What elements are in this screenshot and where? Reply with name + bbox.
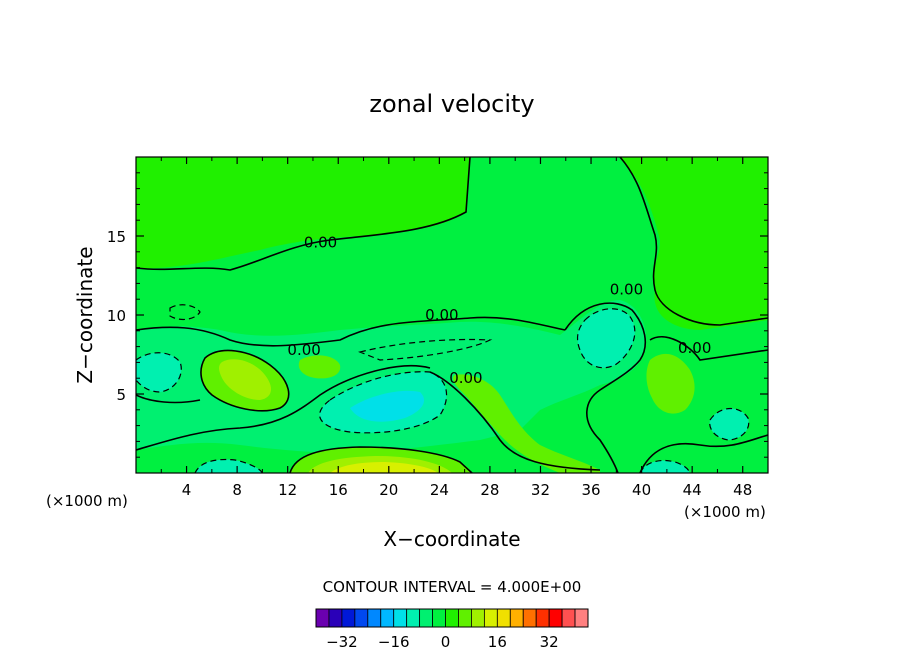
x-tick-label: 40: [632, 481, 651, 499]
contour-lines-dashed: [136, 304, 750, 473]
x-tick-label: 36: [581, 481, 600, 499]
colorbar-swatch: [471, 608, 485, 628]
x-tick-label: 48: [733, 481, 752, 499]
x-tick-label: 44: [683, 481, 702, 499]
region-lime-right: [646, 353, 695, 414]
y-tick-label: 15: [107, 228, 126, 246]
x-tick-label: 20: [379, 481, 398, 499]
colorbar: −32 −16 0 16 32: [315, 608, 589, 651]
contour-label: 0.00: [304, 233, 337, 251]
colorbar-swatch: [315, 608, 330, 628]
x-tick-label: 24: [430, 481, 449, 499]
colorbar-swatch: [328, 608, 343, 628]
colorbar-swatch: [496, 608, 511, 628]
colorbar-swatch: [445, 608, 459, 628]
region-yellow-blob-left: [219, 359, 272, 400]
colorbar-swatch: [574, 608, 589, 628]
region-bottom-jet-inner: [330, 462, 438, 473]
contour-label: 0.00: [287, 341, 320, 359]
x-axis: 4 8 12 16 20 24 28 32 36 40 44 48: [160, 157, 752, 499]
x-tick-label: 28: [480, 481, 499, 499]
x-tick-label: 8: [232, 481, 242, 499]
x-unit-label-right: (×1000 m): [684, 503, 766, 521]
colorbar-tick-label: −16: [378, 633, 410, 651]
y-tick-label: 5: [116, 386, 126, 404]
colorbar-swatch: [380, 608, 395, 628]
colorbar-swatch: [432, 608, 446, 628]
colorbar-tick-label: 0: [441, 633, 451, 651]
region-cyan-right: [577, 308, 635, 368]
region-cyan-left: [136, 352, 182, 392]
colorbar-swatch: [548, 608, 563, 628]
plot-area: 0.00 0.00 0.00 0.00 0.00 0.00: [136, 157, 768, 473]
colorbar-swatch: [419, 608, 433, 628]
colorbar-swatch: [406, 608, 421, 628]
region-bottom-cyan-2: [640, 460, 690, 473]
x-tick-label: 12: [278, 481, 297, 499]
x-axis-label: X−coordinate: [383, 527, 520, 551]
colorbar-tick-label: 16: [488, 633, 507, 651]
x-unit-label-left: (×1000 m): [46, 492, 128, 510]
colorbar-swatch: [393, 608, 408, 628]
y-axis: 5 10 15: [107, 172, 768, 458]
colorbar-tick-label: 32: [540, 633, 559, 651]
contour-lines-solid: [136, 157, 768, 473]
contour-label: 0.00: [449, 369, 482, 387]
colorbar-frame: [315, 608, 589, 628]
colorbar-swatch: [483, 608, 498, 628]
x-tick-label: 4: [182, 481, 192, 499]
colorbar-swatch: [458, 608, 472, 628]
colorbar-swatch: [354, 608, 369, 628]
region-lime-right-small: [298, 355, 341, 379]
y-axis-label: Z−coordinate: [73, 246, 97, 383]
y-tick-label: 10: [107, 307, 126, 325]
contour-labels: 0.00 0.00 0.00 0.00 0.00 0.00: [287, 233, 711, 387]
region-cyan-center-inner: [350, 390, 425, 422]
contour-label: 0.00: [678, 339, 711, 357]
colorbar-swatch: [341, 608, 356, 628]
region-bottom-cyan-3: [709, 408, 749, 440]
contour-label: 0.00: [610, 281, 643, 299]
colorbar-swatch: [367, 608, 382, 628]
region-lime-streak: [452, 374, 600, 473]
chart-title: zonal velocity: [369, 90, 534, 118]
colorbar-swatch: [535, 608, 550, 628]
colorbar-swatch: [522, 608, 537, 628]
contour-interval-text: CONTOUR INTERVAL = 4.000E+00: [323, 578, 582, 596]
colorbar-swatch: [509, 608, 524, 628]
x-tick-label: 16: [329, 481, 348, 499]
colorbar-tick-label: −32: [326, 633, 358, 651]
x-tick-label: 32: [531, 481, 550, 499]
colorbar-swatch: [561, 608, 576, 628]
contour-label: 0.00: [425, 306, 458, 324]
